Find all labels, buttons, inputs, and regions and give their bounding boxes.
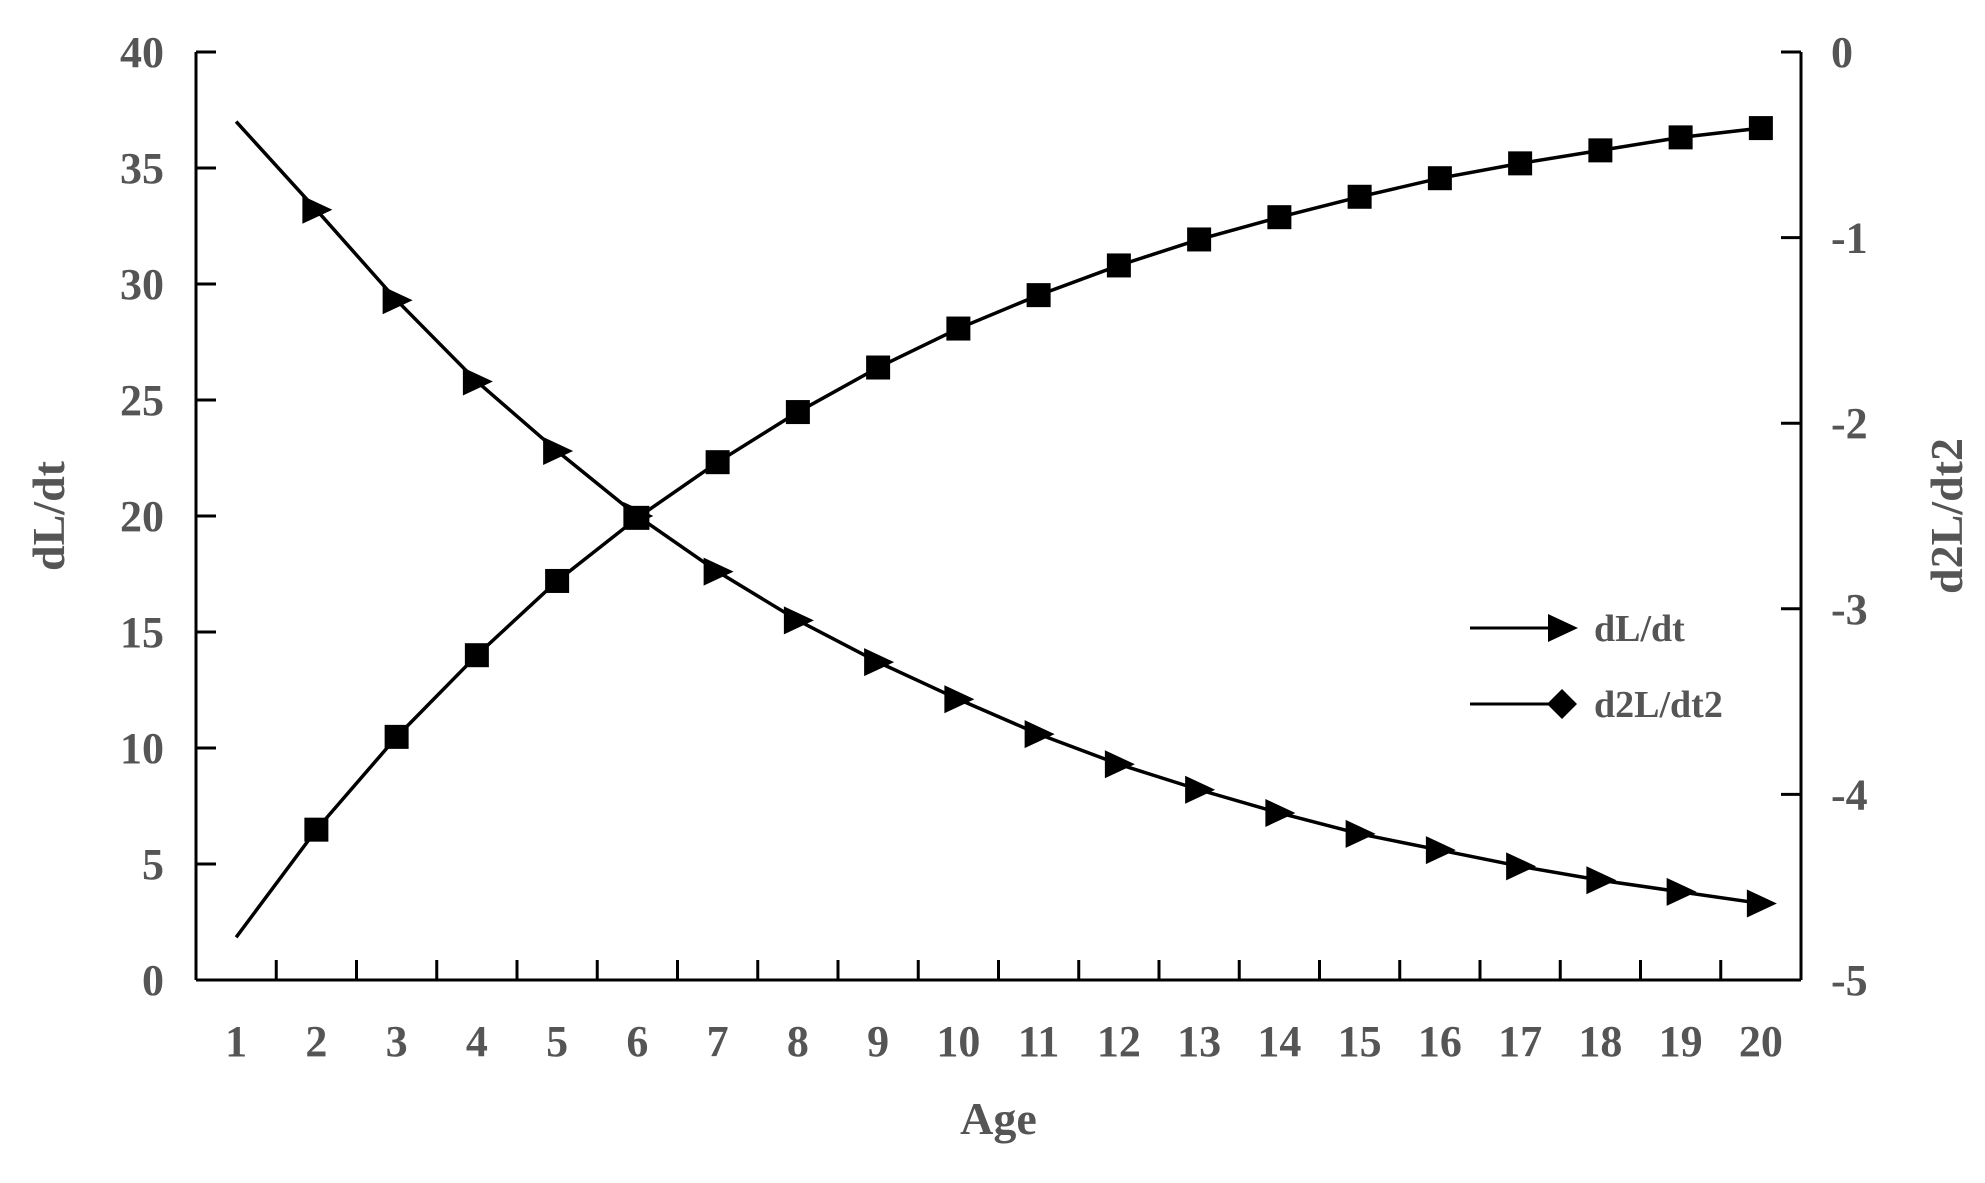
y-left-tick-label: 10 xyxy=(120,724,164,773)
legend-label: d2L/dt2 xyxy=(1594,684,1723,726)
x-tick-label: 13 xyxy=(1177,1017,1221,1066)
data-point xyxy=(1588,138,1613,163)
y-left-tick-label: 30 xyxy=(120,260,164,309)
data-point xyxy=(543,437,574,466)
data-point xyxy=(1666,877,1697,906)
data-point xyxy=(785,400,810,425)
x-tick-label: 20 xyxy=(1739,1017,1783,1066)
x-tick-label: 15 xyxy=(1338,1017,1382,1066)
series-line xyxy=(234,126,1762,939)
data-point xyxy=(462,367,493,396)
data-point xyxy=(545,568,570,593)
data-point xyxy=(1427,166,1452,191)
y-left-tick-label: 5 xyxy=(142,840,164,889)
data-point xyxy=(864,648,895,677)
legend: dL/dt d2L/dt2 xyxy=(1470,608,1723,726)
y-left-tick-label: 25 xyxy=(120,376,164,425)
legend-marker xyxy=(1547,689,1577,719)
x-tick-label: 11 xyxy=(1018,1017,1060,1066)
y-left-axis-title: dL/dt xyxy=(23,460,74,571)
data-point xyxy=(304,817,329,842)
data-point xyxy=(1185,775,1216,804)
series-1 xyxy=(234,120,1777,918)
y-left-tick-label: 35 xyxy=(120,144,164,193)
y-left-tick-label: 20 xyxy=(120,492,164,541)
y-right-tick-label: -4 xyxy=(1831,770,1868,819)
y-right-axis-title: d2L/dt2 xyxy=(1921,438,1972,594)
y-left-tick-label: 0 xyxy=(142,956,164,1005)
x-tick-label: 9 xyxy=(867,1017,889,1066)
data-point xyxy=(1746,889,1777,918)
data-point xyxy=(625,505,650,530)
x-tick-label: 4 xyxy=(466,1017,488,1066)
data-point xyxy=(464,643,489,668)
x-tick-label: 12 xyxy=(1097,1017,1141,1066)
data-point xyxy=(1748,116,1773,141)
x-tick-label: 3 xyxy=(386,1017,408,1066)
x-tick-label: 14 xyxy=(1257,1017,1301,1066)
y-right-tick-label: -1 xyxy=(1831,214,1868,263)
x-tick-label: 1 xyxy=(225,1017,247,1066)
x-tick-label: 8 xyxy=(787,1017,809,1066)
data-point xyxy=(1024,720,1055,749)
data-point xyxy=(1106,253,1131,278)
legend-label: dL/dt xyxy=(1594,608,1685,650)
data-point xyxy=(382,286,413,315)
data-point xyxy=(1508,151,1533,176)
data-point xyxy=(1345,819,1376,848)
data-point xyxy=(1425,836,1456,865)
x-tick-label: 5 xyxy=(546,1017,568,1066)
y-right-tick-label: 0 xyxy=(1831,28,1853,77)
x-axis-title: Age xyxy=(960,1093,1037,1144)
data-point xyxy=(1586,866,1617,895)
data-point xyxy=(783,606,814,635)
data-point xyxy=(1104,750,1135,779)
y-right-tick-label: -3 xyxy=(1831,585,1868,634)
data-point xyxy=(1026,283,1051,308)
series-layer xyxy=(234,116,1777,939)
legend-marker xyxy=(1548,614,1578,642)
data-point xyxy=(703,557,734,586)
data-point xyxy=(944,685,975,714)
series-line xyxy=(234,120,1762,906)
x-tick-label: 7 xyxy=(707,1017,729,1066)
series-2 xyxy=(234,116,1773,939)
data-point xyxy=(1506,852,1537,881)
data-point xyxy=(1265,798,1296,827)
x-tick-label: 18 xyxy=(1578,1017,1622,1066)
y-left-tick-label: 40 xyxy=(120,28,164,77)
data-point xyxy=(384,724,409,749)
x-tick-label: 2 xyxy=(305,1017,327,1066)
data-point xyxy=(866,355,891,380)
x-tick-label: 17 xyxy=(1498,1017,1542,1066)
data-point xyxy=(1347,184,1372,209)
data-point xyxy=(946,316,971,341)
data-point xyxy=(302,195,333,224)
data-point xyxy=(1668,125,1693,150)
x-tick-label: 16 xyxy=(1418,1017,1462,1066)
y-right-tick-label: -5 xyxy=(1831,956,1868,1005)
data-point xyxy=(1267,205,1292,230)
x-tick-label: 6 xyxy=(626,1017,648,1066)
x-tick-label: 10 xyxy=(936,1017,980,1066)
y-left-tick-label: 15 xyxy=(120,608,164,657)
y-right-tick-label: -2 xyxy=(1831,399,1868,448)
x-tick-label: 19 xyxy=(1659,1017,1703,1066)
data-point xyxy=(1187,227,1212,252)
data-point xyxy=(705,450,730,475)
